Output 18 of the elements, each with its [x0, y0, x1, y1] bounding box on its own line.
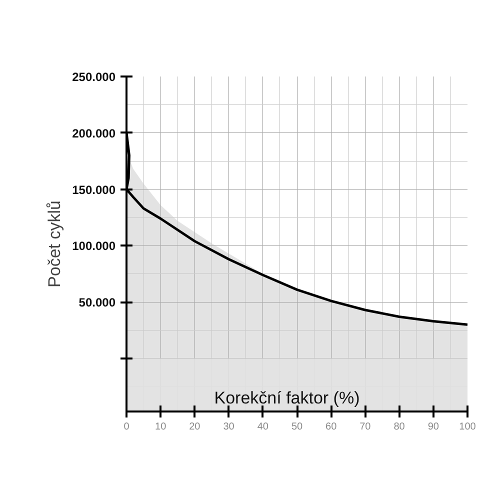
x-tick-label: 90	[428, 422, 440, 432]
y-tick-label: 200.000	[72, 126, 116, 140]
y-tick-label: 100.000	[72, 239, 116, 254]
x-tick-label: 20	[189, 422, 201, 432]
x-tick-label: 0	[124, 422, 130, 432]
x-tick-label: 100	[459, 422, 476, 432]
x-tick-label: 70	[360, 422, 372, 432]
y-axis-title: Počet cyklů	[45, 200, 64, 288]
y-tick-label: 250.000	[72, 70, 116, 84]
y-tick-label: 150.000	[72, 182, 116, 197]
x-tick-label: 40	[257, 422, 269, 432]
x-tick-label: 60	[326, 422, 338, 432]
x-tick-label: 80	[394, 422, 406, 432]
x-tick-label: 50	[291, 422, 303, 432]
x-tick-label: 10	[155, 422, 167, 432]
x-axis-title: Korekční faktor (%)	[214, 388, 360, 408]
x-tick-label: 30	[223, 422, 235, 432]
y-tick-label: 50.000	[78, 296, 116, 310]
